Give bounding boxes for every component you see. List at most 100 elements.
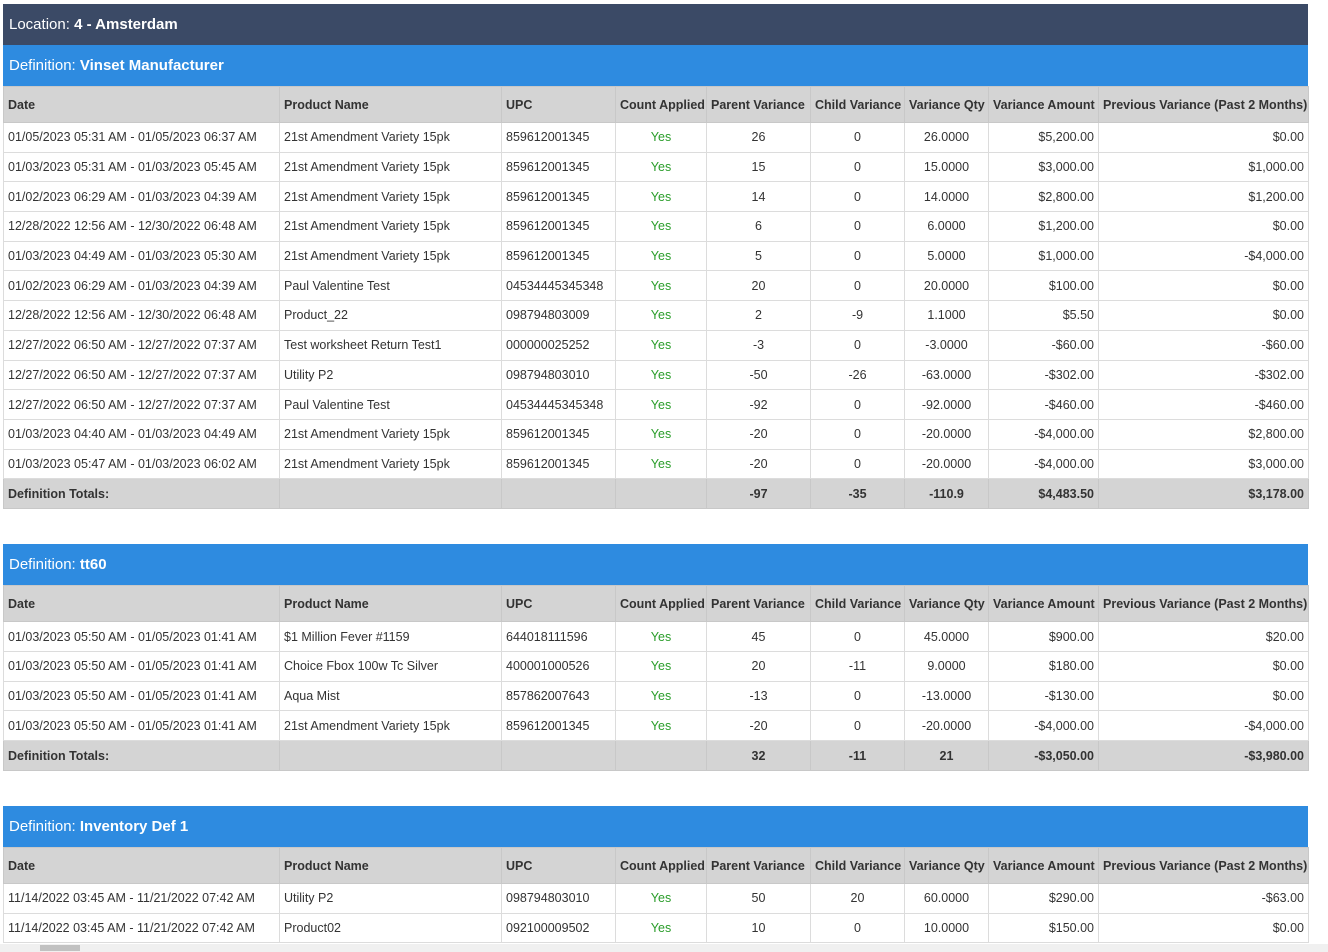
- column-header-variance-qty[interactable]: Variance Qty: [904, 585, 989, 623]
- table-row[interactable]: 01/03/2023 04:49 AM - 01/03/2023 05:30 A…: [3, 240, 1309, 272]
- table-row[interactable]: 01/03/2023 05:31 AM - 01/03/2023 05:45 A…: [3, 151, 1309, 183]
- table-row[interactable]: 12/28/2022 12:56 AM - 12/30/2022 06:48 A…: [3, 211, 1309, 242]
- cell-count-applied: Yes: [615, 300, 707, 331]
- total-previous-variance: $3,178.00: [1098, 478, 1309, 510]
- table-row[interactable]: 01/03/2023 05:50 AM - 01/05/2023 01:41 A…: [3, 621, 1309, 652]
- cell-upc: 04534445345348: [501, 270, 616, 302]
- table-row[interactable]: 11/14/2022 03:45 AM - 11/21/2022 07:42 A…: [3, 912, 1309, 944]
- column-header-upc[interactable]: UPC: [501, 847, 616, 884]
- cell-variance-qty: 14.0000: [904, 181, 989, 213]
- table-row[interactable]: 01/03/2023 04:40 AM - 01/03/2023 04:49 A…: [3, 418, 1309, 450]
- cell-product-name: Aqua Mist: [279, 680, 502, 712]
- column-header-parent-variance[interactable]: Parent Variance: [706, 847, 811, 884]
- table-row[interactable]: 01/03/2023 05:50 AM - 01/05/2023 01:41 A…: [3, 650, 1309, 682]
- definition-label: Definition:: [9, 556, 76, 574]
- total-upc: [501, 478, 616, 510]
- cell-parent-variance: 5: [706, 240, 811, 272]
- cell-previous-variance: $0.00: [1098, 650, 1309, 682]
- cell-variance-amount: -$130.00: [988, 680, 1099, 712]
- definition-totals-row: Definition Totals: -97 -35 -110.9 $4,483.50 $…: [3, 478, 1309, 510]
- column-header-product-name[interactable]: Product Name: [279, 585, 502, 623]
- table-row[interactable]: 01/03/2023 05:47 AM - 01/03/2023 06:02 A…: [3, 448, 1309, 480]
- table-row[interactable]: 01/05/2023 05:31 AM - 01/05/2023 06:37 A…: [3, 122, 1309, 153]
- cell-date: 12/28/2022 12:56 AM - 12/30/2022 06:48 A…: [3, 300, 280, 331]
- cell-upc: 092100009502: [501, 912, 616, 944]
- section-gap: [3, 509, 1308, 544]
- cell-variance-amount: $3,000.00: [988, 151, 1099, 183]
- location-header: Location: 4 - Amsterdam: [3, 4, 1308, 45]
- cell-parent-variance: 20: [706, 650, 811, 682]
- column-header-upc[interactable]: UPC: [501, 585, 616, 623]
- column-header-child-variance[interactable]: Child Variance: [810, 86, 905, 123]
- section-gap: [3, 771, 1308, 806]
- table-row[interactable]: 11/14/2022 03:45 AM - 11/21/2022 07:42 A…: [3, 883, 1309, 914]
- cell-variance-amount: $2,800.00: [988, 181, 1099, 213]
- scrollbar-thumb[interactable]: [40, 945, 80, 951]
- cell-date: 11/14/2022 03:45 AM - 11/21/2022 07:42 A…: [3, 912, 280, 944]
- cell-previous-variance: -$4,000.00: [1098, 710, 1309, 741]
- column-header-count-applied[interactable]: Count Applied: [615, 585, 707, 623]
- cell-previous-variance: $0.00: [1098, 270, 1309, 302]
- column-header-upc[interactable]: UPC: [501, 86, 616, 123]
- total-variance-amount: $4,483.50: [988, 478, 1099, 510]
- table-row[interactable]: 12/27/2022 06:50 AM - 12/27/2022 07:37 A…: [3, 359, 1309, 391]
- column-header-parent-variance[interactable]: Parent Variance: [706, 86, 811, 123]
- cell-product-name: Utility P2: [279, 883, 502, 914]
- cell-child-variance: 0: [810, 122, 905, 153]
- cell-variance-qty: 45.0000: [904, 621, 989, 652]
- column-header-variance-amount[interactable]: Variance Amount: [988, 847, 1099, 884]
- column-header-date[interactable]: Date: [3, 86, 280, 123]
- definition-label: Definition:: [9, 818, 76, 835]
- cell-parent-variance: -50: [706, 359, 811, 391]
- cell-product-name: 21st Amendment Variety 15pk: [279, 181, 502, 213]
- variance-table: Date Product Name UPC Count Applied Parent V…: [3, 86, 1309, 510]
- total-product-name: [279, 478, 502, 510]
- cell-variance-qty: -13.0000: [904, 680, 989, 712]
- table-row[interactable]: 12/27/2022 06:50 AM - 12/27/2022 07:37 A…: [3, 329, 1309, 361]
- column-header-variance-qty[interactable]: Variance Qty: [904, 847, 989, 884]
- cell-previous-variance: $20.00: [1098, 621, 1309, 652]
- cell-previous-variance: -$63.00: [1098, 883, 1309, 914]
- cell-product-name: 21st Amendment Variety 15pk: [279, 710, 502, 741]
- column-header-date[interactable]: Date: [3, 847, 280, 884]
- cell-upc: 859612001345: [501, 448, 616, 480]
- cell-previous-variance: -$60.00: [1098, 329, 1309, 361]
- horizontal-scrollbar[interactable]: [0, 944, 1328, 952]
- column-header-date[interactable]: Date: [3, 585, 280, 623]
- cell-upc: 000000025252: [501, 329, 616, 361]
- cell-parent-variance: 10: [706, 912, 811, 944]
- column-header-parent-variance[interactable]: Parent Variance: [706, 585, 811, 623]
- table-row[interactable]: 01/02/2023 06:29 AM - 01/03/2023 04:39 A…: [3, 181, 1309, 213]
- cell-child-variance: 0: [810, 270, 905, 302]
- column-header-variance-qty[interactable]: Variance Qty: [904, 86, 989, 123]
- column-header-previous-variance[interactable]: Previous Variance (Past 2 Months): [1098, 86, 1309, 123]
- cell-variance-qty: -63.0000: [904, 359, 989, 391]
- variance-table: Date Product Name UPC Count Applied Parent V…: [3, 847, 1309, 944]
- cell-date: 12/28/2022 12:56 AM - 12/30/2022 06:48 A…: [3, 211, 280, 242]
- column-header-count-applied[interactable]: Count Applied: [615, 86, 707, 123]
- cell-variance-amount: -$4,000.00: [988, 448, 1099, 480]
- cell-date: 01/03/2023 05:50 AM - 01/05/2023 01:41 A…: [3, 710, 280, 741]
- column-header-count-applied[interactable]: Count Applied: [615, 847, 707, 884]
- column-header-product-name[interactable]: Product Name: [279, 847, 502, 884]
- column-header-variance-amount[interactable]: Variance Amount: [988, 585, 1099, 623]
- cell-child-variance: -9: [810, 300, 905, 331]
- table-row[interactable]: 12/27/2022 06:50 AM - 12/27/2022 07:37 A…: [3, 389, 1309, 420]
- table-row[interactable]: 12/28/2022 12:56 AM - 12/30/2022 06:48 A…: [3, 300, 1309, 331]
- table-row[interactable]: 01/03/2023 05:50 AM - 01/05/2023 01:41 A…: [3, 680, 1309, 712]
- table-header-row: Date Product Name UPC Count Applied Parent V…: [3, 585, 1309, 623]
- cell-date: 01/03/2023 05:31 AM - 01/03/2023 05:45 A…: [3, 151, 280, 183]
- table-row[interactable]: 01/03/2023 05:50 AM - 01/05/2023 01:41 A…: [3, 710, 1309, 741]
- table-header-row: Date Product Name UPC Count Applied Parent V…: [3, 86, 1309, 123]
- column-header-previous-variance[interactable]: Previous Variance (Past 2 Months): [1098, 585, 1309, 623]
- table-row[interactable]: 01/02/2023 06:29 AM - 01/03/2023 04:39 A…: [3, 270, 1309, 302]
- column-header-child-variance[interactable]: Child Variance: [810, 847, 905, 884]
- column-header-previous-variance[interactable]: Previous Variance (Past 2 Months): [1098, 847, 1309, 884]
- column-header-child-variance[interactable]: Child Variance: [810, 585, 905, 623]
- definition-name: tt60: [79, 556, 107, 574]
- column-header-product-name[interactable]: Product Name: [279, 86, 502, 123]
- definition-name: Inventory Def 1: [79, 818, 189, 835]
- cell-product-name: 21st Amendment Variety 15pk: [279, 418, 502, 450]
- total-count-applied: [615, 740, 707, 771]
- column-header-variance-amount[interactable]: Variance Amount: [988, 86, 1099, 123]
